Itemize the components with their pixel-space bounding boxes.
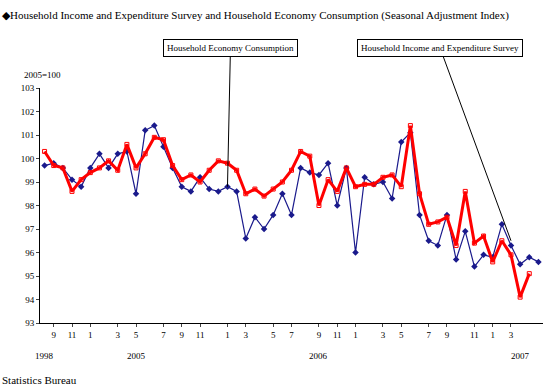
svg-text:3: 3 [115, 330, 120, 340]
svg-text:1: 1 [225, 330, 230, 340]
svg-text:94: 94 [25, 295, 35, 305]
svg-text:9: 9 [445, 330, 450, 340]
svg-text:93: 93 [25, 318, 35, 328]
svg-text:97: 97 [25, 224, 35, 234]
svg-text:3: 3 [509, 330, 514, 340]
svg-text:Household Income and Expenditu: Household Income and Expenditure Survey [361, 43, 519, 53]
svg-text:95: 95 [25, 271, 35, 281]
svg-text:1998: 1998 [35, 351, 54, 361]
svg-text:9: 9 [51, 330, 56, 340]
svg-text:9: 9 [180, 330, 185, 340]
svg-text:100: 100 [21, 154, 35, 164]
svg-text:103: 103 [21, 83, 35, 93]
svg-text:7: 7 [161, 330, 166, 340]
svg-text:5: 5 [399, 330, 404, 340]
svg-text:11: 11 [196, 330, 205, 340]
svg-text:11: 11 [333, 330, 342, 340]
svg-text:99: 99 [25, 177, 35, 187]
svg-text:7: 7 [426, 330, 431, 340]
svg-text:96: 96 [25, 248, 35, 258]
html-text:◆Household Income and Expendit: ◆Household Income and Expenditure Survey… [2, 9, 509, 21]
svg-text:7: 7 [289, 330, 294, 340]
svg-text:3: 3 [244, 330, 249, 340]
svg-text:2005=100: 2005=100 [24, 70, 61, 80]
svg-text:2007: 2007 [511, 351, 530, 361]
svg-text:5: 5 [134, 330, 139, 340]
svg-text:11: 11 [68, 330, 77, 340]
svg-text:2005: 2005 [127, 351, 146, 361]
svg-text:11: 11 [470, 330, 479, 340]
svg-text:2006: 2006 [309, 351, 328, 361]
html-text:Statistics Bureau: Statistics Bureau [2, 374, 77, 386]
svg-text:102: 102 [21, 107, 35, 117]
svg-text:101: 101 [21, 130, 35, 140]
svg-text:Household Economy Consumption: Household Economy Consumption [167, 43, 294, 53]
svg-text:3: 3 [381, 330, 386, 340]
svg-text:1: 1 [353, 330, 358, 340]
svg-text:5: 5 [271, 330, 276, 340]
svg-text:1: 1 [88, 330, 93, 340]
svg-text:1: 1 [490, 330, 495, 340]
svg-text:98: 98 [25, 201, 35, 211]
svg-text:9: 9 [317, 330, 322, 340]
